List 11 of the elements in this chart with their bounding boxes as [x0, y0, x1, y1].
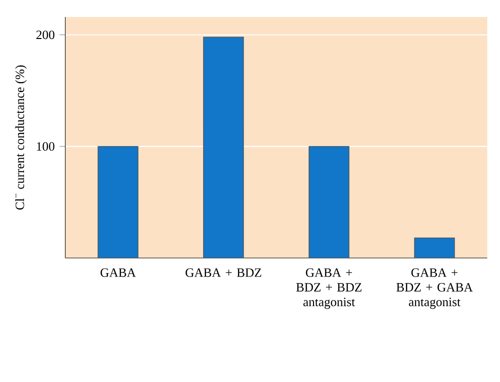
bar [414, 238, 455, 258]
x-tick-label: GABA [100, 268, 136, 277]
bar [308, 146, 350, 258]
x-tick-label: GABA + BDZ [186, 268, 262, 277]
bar [203, 36, 244, 258]
bar [98, 146, 138, 258]
y-axis-title: Cl$^{−}$ current conductance (%) [15, 65, 27, 210]
y-tick-label: 200 [36, 30, 54, 40]
y-tick-label: 100 [36, 142, 54, 151]
x-tick-label: GABA + BDZ + BDZ antagonist [296, 268, 362, 309]
x-tick-label: GABA + BDZ + GABA antagonist [396, 268, 473, 309]
